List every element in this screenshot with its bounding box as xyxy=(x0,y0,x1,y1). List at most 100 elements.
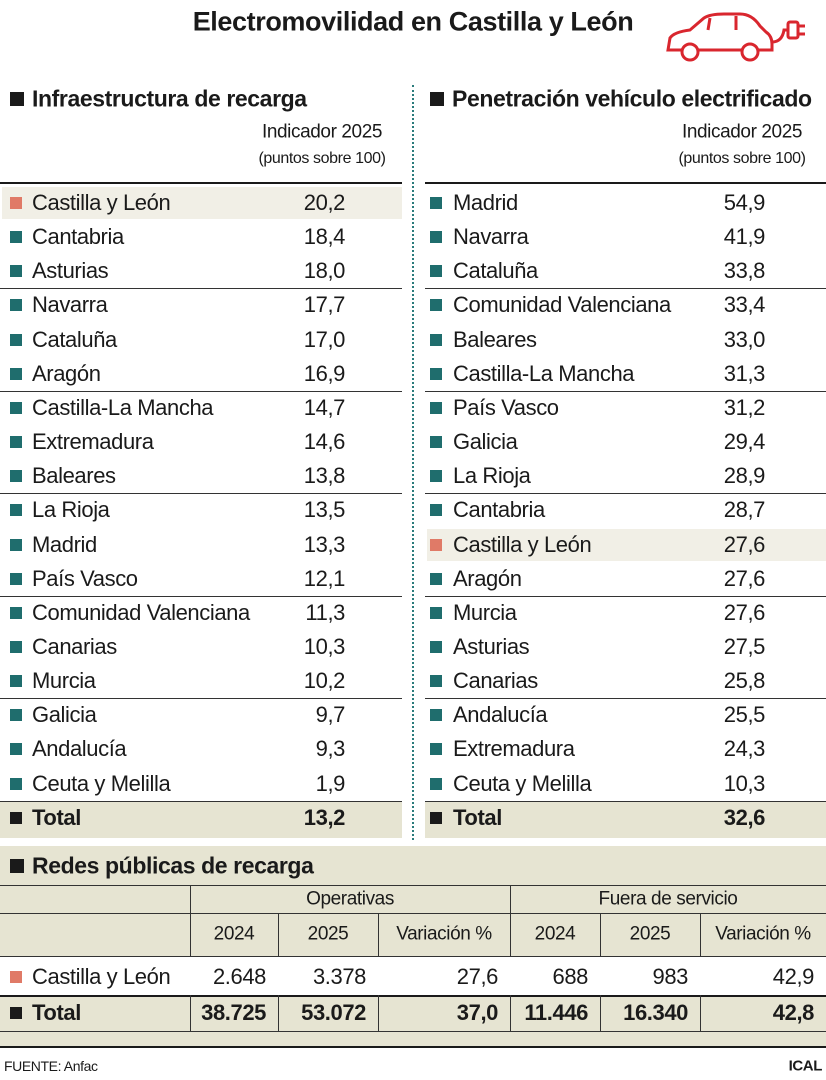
column-sublabel: (puntos sobre 100) xyxy=(678,150,806,167)
row-marker xyxy=(430,709,442,722)
cell-value: 37,0 xyxy=(456,1000,499,1025)
region-name: Castilla y León xyxy=(32,964,171,989)
region-name: Aragón xyxy=(453,565,522,591)
region-name: Andalucía xyxy=(453,702,548,728)
row-marker xyxy=(10,367,22,380)
region-value: 27,6 xyxy=(723,599,766,625)
row-marker xyxy=(430,538,442,551)
region-name: Aragón xyxy=(32,360,101,386)
row-marker xyxy=(430,640,442,653)
region-name: Murcia xyxy=(453,599,517,625)
row-marker xyxy=(10,538,22,551)
total-row xyxy=(425,800,826,838)
row-marker xyxy=(10,1007,22,1019)
cell-value: 27,6 xyxy=(456,964,499,989)
column-label: Variación % xyxy=(715,923,811,945)
region-name: Asturias xyxy=(453,633,530,659)
region-value: 14,7 xyxy=(303,394,346,420)
region-name: Total xyxy=(32,1000,81,1025)
region-value: 17,0 xyxy=(303,326,346,352)
region-name: Cataluña xyxy=(453,258,538,284)
region-name: Comunidad Valenciana xyxy=(453,292,671,318)
row-marker xyxy=(430,265,442,278)
group-line xyxy=(0,493,402,495)
row-marker xyxy=(10,436,22,449)
row-marker xyxy=(430,504,442,517)
group-line xyxy=(425,595,826,597)
region-value: 1,9 xyxy=(315,770,346,796)
region-name: Extremadura xyxy=(453,736,575,762)
row-marker xyxy=(430,777,442,790)
region-value: 9,3 xyxy=(315,736,346,762)
region-value: 10,3 xyxy=(303,633,346,659)
row-marker xyxy=(10,743,22,756)
group-line xyxy=(0,595,402,597)
region-name: Cataluña xyxy=(32,326,117,352)
heading-square xyxy=(430,92,444,106)
cell-value: 38.725 xyxy=(201,1000,266,1025)
region-value: 31,3 xyxy=(723,360,766,386)
cell-value: 688 xyxy=(552,964,588,989)
row-marker xyxy=(430,231,442,244)
row-marker xyxy=(10,470,22,483)
highlight-row xyxy=(427,528,826,561)
region-name: Navarra xyxy=(32,292,108,318)
region-value: 9,7 xyxy=(315,702,346,728)
region-value: 13,8 xyxy=(303,463,346,489)
rule xyxy=(0,885,826,886)
column-label: Indicador 2025 xyxy=(261,121,383,143)
rule xyxy=(425,182,826,184)
row-marker xyxy=(10,299,22,312)
group-line xyxy=(425,390,826,392)
rule xyxy=(0,182,402,184)
region-name: Canarias xyxy=(32,633,117,659)
region-name: Canarias xyxy=(453,668,538,694)
region-value: 12,1 xyxy=(303,565,346,591)
column-label: Indicador 2025 xyxy=(681,121,803,143)
group-label: Fuera de servicio xyxy=(598,888,738,910)
total-value: 32,6 xyxy=(723,804,766,830)
section-heading: Redes públicas de recarga xyxy=(32,852,314,879)
region-name: Murcia xyxy=(32,668,96,694)
data-row-bg xyxy=(0,957,826,995)
cell-value: 42,8 xyxy=(772,1000,815,1025)
column-label: 2025 xyxy=(629,923,671,945)
column-label: 2024 xyxy=(213,923,255,945)
region-name: Extremadura xyxy=(32,429,154,455)
row-marker xyxy=(10,197,22,209)
region-name: Madrid xyxy=(32,531,97,557)
column-label: 2025 xyxy=(307,923,349,945)
row-marker xyxy=(430,470,442,483)
group-line xyxy=(0,288,402,290)
region-value: 18,4 xyxy=(303,224,346,250)
region-name: Ceuta y Melilla xyxy=(453,770,592,796)
region-value: 29,4 xyxy=(723,429,766,455)
cell-value: 2.648 xyxy=(212,964,266,989)
region-name: Cantabria xyxy=(32,224,124,250)
region-value: 54,9 xyxy=(723,190,766,215)
row-marker xyxy=(430,197,442,209)
row-marker xyxy=(10,675,22,688)
rule xyxy=(0,1031,826,1032)
region-value: 16,9 xyxy=(303,360,346,386)
region-value: 10,3 xyxy=(723,770,766,796)
row-marker xyxy=(430,675,442,688)
region-name: Ceuta y Melilla xyxy=(32,770,171,796)
region-value: 31,2 xyxy=(723,394,766,420)
region-value: 25,8 xyxy=(723,668,766,694)
region-value: 17,7 xyxy=(303,292,346,318)
region-name: Galicia xyxy=(453,429,518,455)
total-row xyxy=(0,800,402,838)
source: FUENTE: Anfac xyxy=(4,1058,98,1074)
cell-value: 53.072 xyxy=(301,1000,366,1025)
row-marker xyxy=(430,606,442,619)
region-name: Castilla-La Mancha xyxy=(453,360,635,386)
row-marker xyxy=(10,709,22,722)
region-value: 25,5 xyxy=(723,702,766,728)
group-line xyxy=(0,698,402,700)
region-value: 13,5 xyxy=(303,497,346,523)
heading-square xyxy=(10,92,24,106)
region-value: 33,8 xyxy=(723,258,766,284)
column-label: 2024 xyxy=(534,923,576,945)
cell-value: 11.446 xyxy=(524,1000,588,1025)
